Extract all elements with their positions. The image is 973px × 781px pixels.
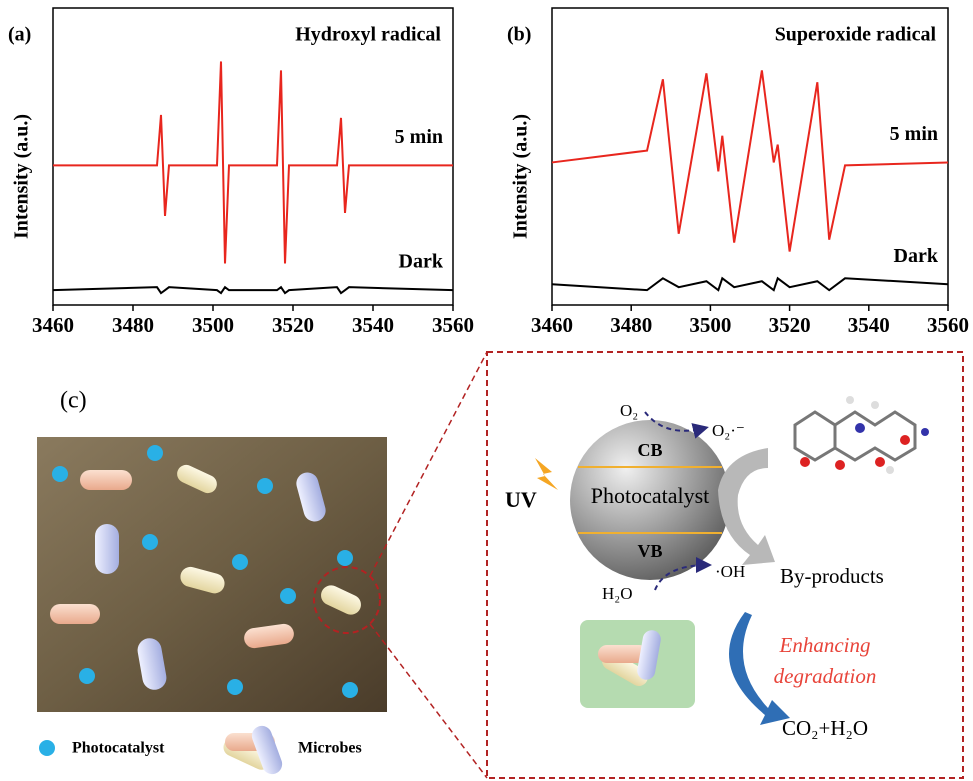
h2o: H₂O: [602, 584, 632, 603]
figure: 3460 3480 3500 3520 3540 3560 5 min Dark (a) Hydr…: [0, 0, 973, 781]
x-tick-label: 3540: [848, 313, 890, 337]
series-label: Dark: [399, 251, 444, 273]
legend-label: Photocatalyst: [72, 740, 165, 757]
x-tick-label: 3500: [689, 313, 731, 337]
legend-pills: [221, 723, 285, 777]
series-label: Dark: [894, 245, 939, 267]
x-tick-label: 3460: [32, 313, 74, 337]
charts: 3460 3480 3500 3520 3540 3560 5 min Dark (a) Hydr…: [8, 8, 969, 337]
series-line: [552, 70, 948, 251]
superoxide: O₂·⁻: [712, 421, 745, 440]
y-axis-label: Intensity (a.u.): [510, 114, 532, 239]
x-tick-label: 3500: [192, 313, 234, 337]
panel-label: (b): [507, 24, 531, 46]
series-label: 5 min: [395, 126, 443, 148]
vb: VB: [637, 541, 662, 561]
byproducts: By-products: [780, 564, 884, 588]
x-tick-label: 3520: [769, 313, 811, 337]
products: CO₂+H₂O: [782, 716, 868, 740]
legend-dot: [39, 740, 55, 756]
gray-arrow: [718, 448, 775, 565]
x-tick-label: 3560: [927, 313, 969, 337]
x-tick-label: 3520: [272, 313, 314, 337]
chart-title: Superoxide radical: [775, 24, 937, 46]
legend-label: Microbes: [298, 740, 362, 757]
plot-frame: [53, 8, 453, 305]
plot-frame: [552, 8, 948, 305]
series-line: [552, 278, 948, 290]
x-tick-label: 3540: [352, 313, 394, 337]
microbe-box: [580, 620, 695, 708]
o2: O₂: [620, 401, 638, 420]
series-line: [53, 287, 453, 293]
x-tick-label: 3480: [112, 313, 154, 337]
x-tick-label: 3480: [610, 313, 652, 337]
catalyst: Photocatalyst: [591, 483, 710, 508]
x-tick-label: 3460: [531, 313, 573, 337]
panel-label: (c): [60, 388, 87, 414]
oh: ·OH: [715, 562, 745, 581]
y-axis-label: Intensity (a.u.): [11, 114, 33, 239]
lightning: [535, 458, 558, 490]
cb: CB: [637, 440, 662, 460]
enhancing: Enhancing: [779, 633, 871, 657]
x-tick-label: 3560: [432, 313, 474, 337]
chart-title: Hydroxyl radical: [295, 24, 441, 46]
molecule: [795, 396, 929, 474]
series-label: 5 min: [890, 123, 938, 145]
zoom-lines: [370, 352, 487, 778]
enhancing: degradation: [774, 664, 877, 688]
uv: UV: [505, 487, 537, 512]
series-line: [53, 61, 453, 263]
page: {"chart_data": [ {"type": "line", "panel…: [0, 0, 973, 781]
panel-label: (a): [8, 24, 31, 46]
